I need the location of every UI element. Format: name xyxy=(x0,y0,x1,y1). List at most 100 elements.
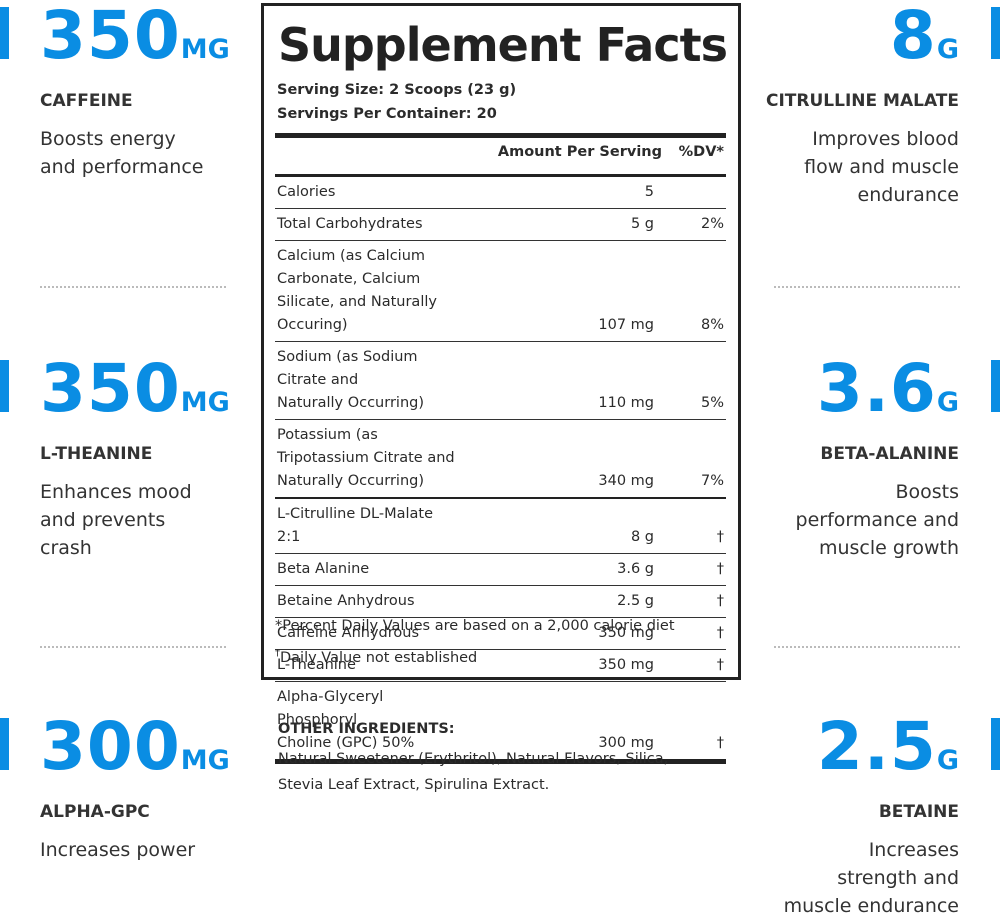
nutrient-dv: † xyxy=(664,681,726,764)
nutrient-dv: † xyxy=(664,649,726,682)
nutrient-amount: 350 mg xyxy=(460,649,664,682)
nutrient-dv: † xyxy=(664,553,726,586)
nutrient-amount: 107 mg xyxy=(460,240,664,342)
nutrient-name: Sodium (as Sodium Citrate and Naturally O… xyxy=(275,341,460,420)
name-line: Caffeine Anhydrous xyxy=(277,625,420,641)
footnotes: *Percent Daily Values are based on a 2,0… xyxy=(275,613,675,672)
accent-bar xyxy=(0,7,9,59)
name-line: L-Citrulline DL-Malate 2:1 xyxy=(277,506,433,545)
name-line: Calcium (as Calcium Carbonate, Calcium xyxy=(277,248,426,287)
amount-number: 350 xyxy=(40,0,181,74)
footnote-marker: † xyxy=(275,648,280,659)
footnote: †Daily Value not established xyxy=(275,640,675,672)
amount-unit: G xyxy=(936,745,959,776)
nutrient-name: Alpha-Glyceryl Phosphoryl Choline (GPC) 5… xyxy=(275,681,460,764)
description-line: Boosts energy xyxy=(40,128,176,150)
facts-row: Caffeine Anhydrous 350 mg † xyxy=(275,617,726,650)
footnote: *Percent Daily Values are based on a 2,0… xyxy=(275,613,675,640)
description-line: and prevents xyxy=(40,509,166,531)
amount-number: 350 xyxy=(40,350,181,427)
feature: 300MG ALPHA-GPC Increases power xyxy=(40,712,270,864)
facts-row: L-Theanine 350 mg † xyxy=(275,649,726,682)
description-line: strength and xyxy=(837,867,959,889)
amount-number: 3.6 xyxy=(816,350,937,427)
amount-unit: G xyxy=(936,387,959,418)
amount-number: 2.5 xyxy=(816,708,937,785)
description-line: Increases xyxy=(868,839,959,861)
dv-header: %DV* xyxy=(664,133,726,177)
footnote-text: *Percent Daily Values are based on a 2,0… xyxy=(275,618,675,634)
feature-description: Enhances mood and prevents crash xyxy=(40,478,270,562)
facts-row: Betaine Anhydrous 2.5 g † xyxy=(275,585,726,618)
nutrient-amount: 340 mg xyxy=(460,419,664,499)
accent-bar xyxy=(991,360,1000,412)
nutrient-dv: 7% xyxy=(664,419,726,499)
description-line: endurance xyxy=(857,184,959,206)
feature-amount: 3.6G xyxy=(729,354,959,438)
facts-row: Calcium (as Calcium Carbonate, Calcium Si… xyxy=(275,240,726,342)
accent-bar xyxy=(991,7,1000,59)
nutrient-name: Betaine Anhydrous xyxy=(275,585,460,618)
nutrient-dv: † xyxy=(664,585,726,618)
description-line: muscle endurance xyxy=(783,895,959,917)
accent-bar xyxy=(991,718,1000,770)
description-line: flow and muscle xyxy=(804,156,959,178)
header-row: Amount Per Serving %DV* xyxy=(275,133,726,177)
feature: 350MG CAFFEINE Boosts energy and performanc… xyxy=(40,1,270,181)
nutrient-name: Calcium (as Calcium Carbonate, Calcium Si… xyxy=(275,240,460,342)
facts-title: Supplement Facts xyxy=(278,18,728,72)
amount-unit: MG xyxy=(180,34,230,65)
accent-bar xyxy=(0,718,9,770)
name-line: Naturally Occurring) xyxy=(277,395,424,411)
name-line: Potassium (as Tripotassium Citrate and xyxy=(277,427,455,466)
feature: 3.6G BETA-ALANINE Boosts performance and mus… xyxy=(729,354,959,562)
name-line: Naturally Occurring) xyxy=(277,473,424,489)
facts-row: Alpha-Glyceryl Phosphoryl Choline (GPC) 5… xyxy=(275,681,726,764)
other-ingredients: OTHER INGREDIENTS: Natural Sweetener (Er… xyxy=(278,716,668,798)
description-line: and performance xyxy=(40,156,204,178)
feature-amount: 300MG xyxy=(40,712,270,796)
feature-name: ALPHA-GPC xyxy=(40,802,150,822)
description-line: Boosts xyxy=(895,481,959,503)
nutrient-amount: 8 g xyxy=(460,498,664,554)
feature-description: Increases power xyxy=(40,836,270,864)
serving-size: Serving Size: 2 Scoops (23 g) xyxy=(277,82,517,98)
accent-bar xyxy=(0,360,9,412)
feature-name: CAFFEINE xyxy=(40,91,133,111)
facts-row: Total Carbohydrates 5 g 2% xyxy=(275,208,726,241)
feature: 350MG L-THEANINE Enhances mood and prevents… xyxy=(40,354,270,562)
ingredients-line: Natural Sweetener (Erythritol), Natural … xyxy=(278,751,669,767)
feature-name: CITRULLINE MALATE xyxy=(766,91,959,111)
supplement-facts: Supplement Facts Serving Size: 2 Scoops … xyxy=(261,3,741,764)
description-line: muscle growth xyxy=(818,537,959,559)
nutrient-name: Calories xyxy=(275,175,460,209)
nutrient-dv: 2% xyxy=(664,208,726,241)
name-line: L-Theanine xyxy=(277,657,356,673)
nutrient-amount: 3.6 g xyxy=(460,553,664,586)
nutrient-name: Beta Alanine xyxy=(275,553,460,586)
facts-row: Sodium (as Sodium Citrate and Naturally O… xyxy=(275,341,726,420)
feature-name: BETAINE xyxy=(878,802,959,822)
nutrient-amount: 110 mg xyxy=(460,341,664,420)
nutrient-name: Caffeine Anhydrous xyxy=(275,617,460,650)
nutrient-dv: 8% xyxy=(664,240,726,342)
name-line: Choline (GPC) 50% xyxy=(277,735,415,751)
name-line: Total Carbohydrates xyxy=(277,216,423,232)
name-line: Alpha-Glyceryl Phosphoryl xyxy=(277,689,384,728)
nutrient-amount: 350 mg xyxy=(460,617,664,650)
dotted-divider xyxy=(40,286,226,288)
feature-amount: 350MG xyxy=(40,354,270,438)
nutrient-amount: 2.5 g xyxy=(460,585,664,618)
name-line: Betaine Anhydrous xyxy=(277,593,415,609)
nutrient-name: L-Theanine xyxy=(275,649,460,682)
nutrient-dv: 5% xyxy=(664,341,726,420)
amount-header: Amount Per Serving xyxy=(460,133,664,177)
dotted-divider xyxy=(774,286,960,288)
ingredients-line: Stevia Leaf Extract, Spirulina Extract. xyxy=(278,777,550,793)
feature-amount: 2.5G xyxy=(729,712,959,796)
facts-row: L-Citrulline DL-Malate 2:1 8 g † xyxy=(275,498,726,554)
nutrient-dv: † xyxy=(664,617,726,650)
facts-row: Beta Alanine 3.6 g † xyxy=(275,553,726,586)
nutrient-name: Potassium (as Tripotassium Citrate and Na… xyxy=(275,419,460,499)
